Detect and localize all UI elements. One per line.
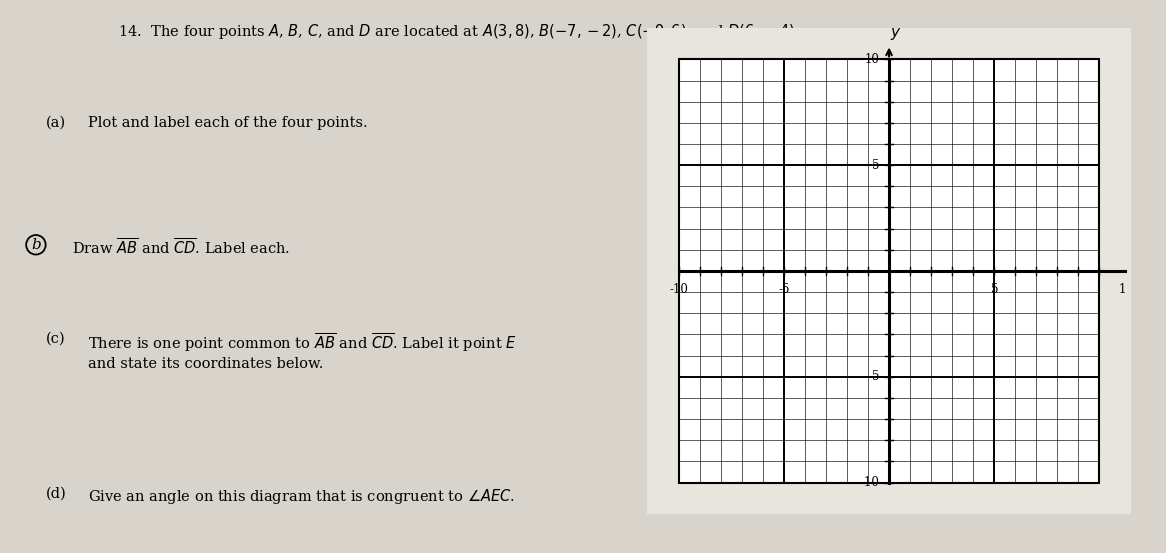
Text: -10: -10 — [669, 283, 688, 296]
Text: 10: 10 — [865, 53, 879, 66]
Text: $y$: $y$ — [890, 27, 901, 43]
Text: Give an angle on this diagram that is congruent to $\angle AEC$.: Give an angle on this diagram that is co… — [89, 487, 515, 505]
Text: There is one point common to $\overline{AB}$ and $\overline{CD}$. Label it point: There is one point common to $\overline{… — [89, 332, 517, 371]
Text: Draw $\overline{AB}$ and $\overline{CD}$. Label each.: Draw $\overline{AB}$ and $\overline{CD}$… — [72, 238, 290, 258]
Text: 5: 5 — [991, 283, 998, 296]
Text: 5: 5 — [872, 159, 879, 171]
Text: Plot and label each of the four points.: Plot and label each of the four points. — [89, 116, 367, 130]
Text: (d): (d) — [45, 487, 66, 500]
Text: -5: -5 — [778, 283, 789, 296]
Text: (a): (a) — [45, 116, 65, 130]
Text: 1: 1 — [1119, 283, 1126, 296]
Text: -5: -5 — [869, 371, 879, 383]
Text: (c): (c) — [45, 332, 65, 346]
Text: -10: -10 — [861, 476, 879, 489]
Text: b: b — [31, 238, 41, 252]
Bar — [679, 59, 1100, 483]
Text: 14.  The four points $A$, $B$, $C$, and $D$ are located at $A(3,8)$, $B(-7,-2)$,: 14. The four points $A$, $B$, $C$, and $… — [118, 22, 799, 41]
